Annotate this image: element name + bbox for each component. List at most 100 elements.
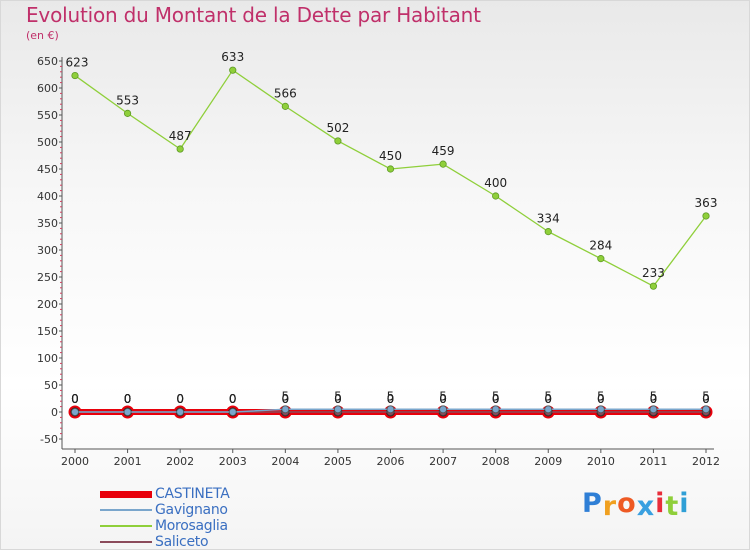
data-label-saliceto: 0 [124, 392, 132, 406]
data-point-morosaglia [702, 212, 710, 220]
y-tick-label: 0 [51, 406, 58, 419]
x-tick-label: 2006 [377, 455, 405, 468]
data-label-morosaglia: 363 [695, 196, 718, 210]
y-tick-label: 150 [37, 325, 58, 338]
data-label-castineta: 0 [439, 392, 447, 406]
data-label-castineta: 0 [597, 392, 605, 406]
data-label-castineta: 0 [124, 392, 132, 406]
data-label-saliceto: 0 [71, 392, 79, 406]
data-label-castineta: 0 [650, 392, 658, 406]
data-label-castineta: 0 [387, 392, 395, 406]
data-point-morosaglia [492, 192, 500, 200]
data-label-morosaglia: 450 [379, 149, 402, 163]
y-tick-label: 200 [37, 298, 58, 311]
data-point-gavignano [544, 405, 553, 414]
data-point-morosaglia [386, 165, 395, 173]
data-point-gavignano [228, 408, 237, 416]
data-label-gavignano: 5 [492, 389, 500, 403]
data-point-gavignano [649, 405, 658, 414]
data-point-morosaglia [439, 160, 447, 168]
data-label-castineta: 0 [334, 392, 342, 406]
data-point-gavignano [386, 405, 395, 414]
data-label-gavignano: 0 [124, 392, 132, 406]
series-layer [68, 66, 713, 419]
data-label-gavignano: 0 [229, 392, 237, 406]
proxiti-logo: Proxiti [582, 488, 690, 522]
data-point-gavignano [281, 405, 290, 414]
data-label-saliceto: 0 [387, 392, 395, 406]
x-tick-label: 2008 [482, 455, 510, 468]
data-label-gavignano: 5 [387, 389, 395, 403]
data-point-morosaglia [229, 66, 237, 74]
x-tick-label: 2000 [61, 455, 89, 468]
chart-title: Evolution du Montant de la Dette par Hab… [26, 3, 481, 27]
data-label-saliceto: 0 [492, 392, 500, 406]
data-point-gavignano [702, 405, 710, 414]
data-label-morosaglia: 566 [274, 86, 297, 100]
y-tick-label: 450 [37, 163, 58, 176]
data-label-gavignano: 5 [282, 389, 290, 403]
legend-swatch [100, 509, 152, 511]
data-label-saliceto: 0 [702, 392, 710, 406]
data-point-morosaglia [281, 102, 289, 110]
data-label-morosaglia: 487 [169, 129, 192, 143]
data-point-gavignano [176, 408, 185, 416]
legend-label: CASTINETA [155, 486, 230, 502]
y-tick-label: 300 [37, 244, 58, 257]
data-label-gavignano: 5 [334, 389, 342, 403]
data-label-gavignano: 5 [544, 389, 552, 403]
data-label-saliceto: 0 [282, 392, 290, 406]
data-point-gavignano [596, 405, 605, 414]
x-tick-label: 2009 [534, 455, 562, 468]
data-label-saliceto: 0 [176, 392, 184, 406]
data-label-morosaglia: 233 [642, 266, 665, 280]
y-tick-label: 600 [37, 82, 58, 95]
x-tick-label: 2007 [429, 455, 457, 468]
data-label-morosaglia: 459 [432, 144, 455, 158]
data-label-saliceto: 0 [544, 392, 552, 406]
data-label-morosaglia: 284 [589, 239, 612, 253]
data-point-morosaglia [123, 109, 132, 117]
x-tick-label: 2004 [271, 455, 299, 468]
data-point-gavignano [439, 405, 447, 414]
data-point-gavignano [71, 408, 79, 416]
legend-label: Morosaglia [155, 518, 228, 534]
data-label-castineta: 0 [282, 392, 290, 406]
x-tick-label: 2002 [166, 455, 194, 468]
data-label-morosaglia: 553 [116, 93, 139, 107]
data-label-saliceto: 0 [597, 392, 605, 406]
data-point-gavignano [123, 408, 132, 416]
data-label-castineta: 0 [544, 392, 552, 406]
data-label-castineta: 0 [176, 392, 184, 406]
y-tick-label: 100 [37, 352, 58, 365]
data-label-gavignano: 5 [650, 389, 658, 403]
data-labels: 0 0 0 0 0 0 0 0 0 0 0 0 00 0 0 0 5 5 5 5 5 5 5 5 562355348763356… [66, 50, 718, 406]
y-tick-label: -50 [40, 433, 58, 446]
data-point-gavignano [334, 405, 342, 414]
data-label-gavignano: 5 [702, 389, 710, 403]
y-tick-label: 250 [37, 271, 58, 284]
data-point-morosaglia [649, 282, 658, 290]
y-tick-label: 350 [37, 217, 58, 230]
data-point-morosaglia [334, 137, 342, 145]
legend-swatch [100, 525, 152, 527]
x-tick-label: 2003 [219, 455, 247, 468]
legend-swatch [100, 541, 152, 543]
data-label-castineta: 0 [492, 392, 500, 406]
axes: -500501001502002503003504004505005506006… [37, 55, 720, 468]
data-label-gavignano: 0 [71, 392, 79, 406]
data-point-morosaglia [544, 228, 552, 236]
legend-label: Saliceto [155, 534, 209, 550]
data-label-morosaglia: 633 [221, 50, 244, 64]
x-tick-label: 2011 [639, 455, 667, 468]
data-label-morosaglia: 334 [537, 212, 560, 226]
data-point-morosaglia [597, 255, 605, 263]
legend-label: Gavignano [155, 502, 228, 518]
data-label-gavignano: 5 [439, 389, 447, 403]
chart-subtitle: (en €) [26, 29, 59, 42]
data-label-castineta: 0 [229, 392, 237, 406]
x-tick-label: 2010 [587, 455, 615, 468]
data-label-saliceto: 0 [439, 392, 447, 406]
data-label-morosaglia: 502 [326, 121, 349, 135]
